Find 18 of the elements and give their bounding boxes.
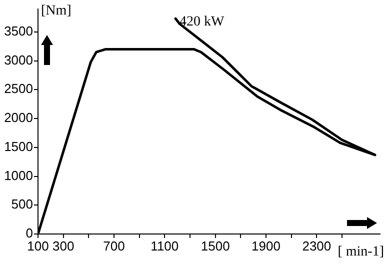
y-tick-label: 500	[11, 196, 33, 212]
x-tick-label: 1100	[150, 238, 179, 254]
y-tick-label: 0	[26, 226, 33, 241]
series-label: 420 kW	[180, 14, 226, 30]
x-tick-label: 1500	[200, 238, 230, 254]
x-tick-label: 700	[103, 238, 125, 254]
y-tick-label: 3000	[4, 52, 33, 68]
x-tick-label: 1900	[252, 238, 280, 254]
x-axis-title: [ min-1]	[338, 244, 384, 260]
x-tick-label: 300	[52, 238, 74, 254]
y-tick-label: 2000	[4, 110, 33, 126]
y-tick-label: 1000	[4, 168, 33, 183]
y-tick-label: 3500	[4, 23, 33, 38]
y-tick-label: 2500	[4, 81, 33, 96]
x-tick-label: 100	[27, 238, 49, 254]
y-tick-label: 1500	[4, 138, 33, 154]
y-axis-title: [Nm]	[41, 4, 72, 19]
x-tick-label: 2300	[302, 238, 332, 254]
